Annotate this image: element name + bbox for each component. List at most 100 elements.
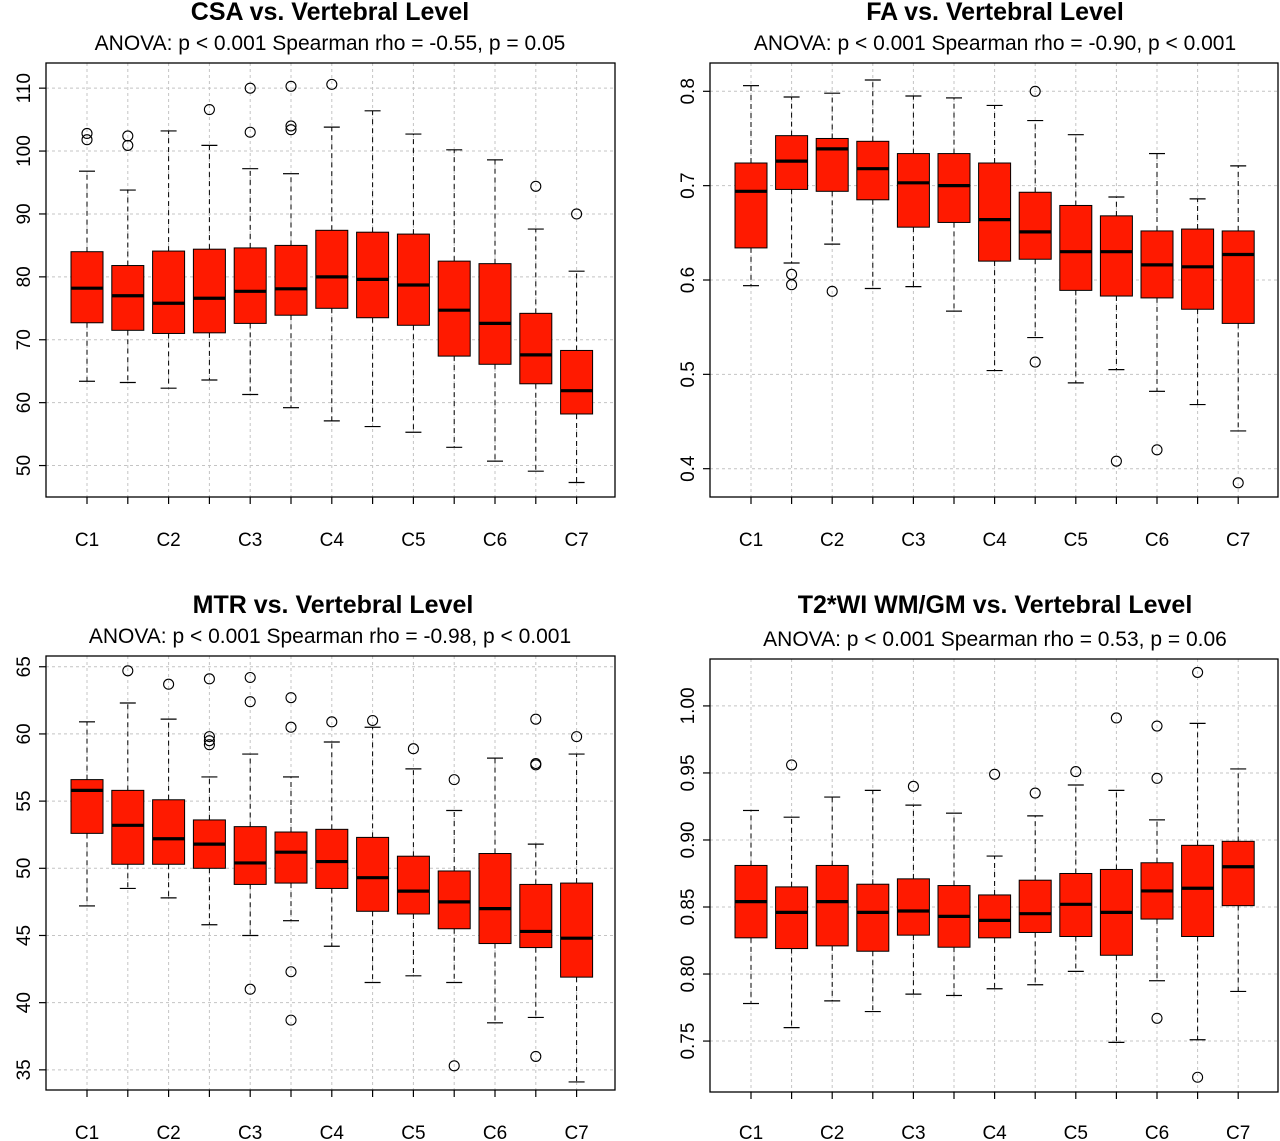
box-plot-12 — [1181, 666, 1215, 1083]
y-tick-label: 110 — [14, 73, 35, 103]
box-iqr — [1099, 215, 1133, 297]
box-plot-2 — [111, 665, 145, 890]
y-tick-label: 80 — [14, 266, 35, 287]
outlier-point — [1151, 1012, 1163, 1024]
box-iqr — [356, 836, 390, 912]
box-iqr — [396, 855, 430, 915]
y-tick-label: 55 — [14, 791, 35, 812]
chart-panel-mtr: MTR vs. Vertebral Level ANOVA: p < 0.001… — [14, 591, 616, 1141]
outlier-point — [1110, 455, 1122, 467]
outlier-point — [989, 768, 1001, 780]
box-iqr — [233, 247, 267, 324]
box-iqr — [356, 231, 390, 319]
box-plot-12 — [519, 180, 553, 472]
box-iqr — [560, 349, 594, 415]
box-iqr — [937, 153, 971, 223]
outlier-point — [1192, 666, 1204, 678]
x-tick-label: C1 — [739, 530, 763, 551]
outlier-point — [530, 713, 542, 725]
x-tick-label: C4 — [982, 1123, 1007, 1141]
box-plot-5 — [233, 671, 267, 995]
chart-subtitle: ANOVA: p < 0.001 Spearman rho = -0.90, p… — [754, 32, 1236, 55]
box-plot-2 — [111, 130, 145, 384]
box-iqr — [775, 886, 809, 950]
y-tick-label: 100 — [14, 135, 35, 167]
outlier-point — [407, 743, 419, 755]
box-plot-5 — [233, 82, 267, 396]
box-plot-2 — [775, 759, 809, 1029]
box-plot-10 — [1099, 712, 1133, 1043]
y-tick-label: 0.4 — [678, 455, 699, 482]
x-tick-label: C6 — [1145, 1123, 1169, 1141]
x-tick-label: C6 — [1145, 530, 1169, 551]
outlier-point — [81, 134, 93, 146]
y-tick-label: 0.6 — [678, 267, 699, 293]
box-plot-13 — [1221, 165, 1255, 489]
box-iqr — [396, 233, 430, 326]
box-iqr — [815, 137, 849, 192]
box-plot-6 — [937, 97, 971, 312]
box-iqr — [233, 826, 267, 885]
y-tick-label: 0.85 — [678, 889, 699, 926]
y-tick-label: 45 — [14, 925, 35, 946]
chart-panel-csa: CSA vs. Vertebral Level ANOVA: p < 0.001… — [14, 0, 616, 551]
box-plot-9 — [1059, 766, 1093, 972]
box-iqr — [519, 312, 553, 385]
box-plot-8 — [1018, 787, 1052, 986]
outlier-point — [1110, 712, 1122, 724]
outlier-point — [203, 731, 215, 743]
y-tick-label: 0.90 — [678, 821, 699, 858]
outlier-point — [163, 678, 175, 690]
box-plot-2 — [775, 96, 809, 291]
x-tick-label: C2 — [820, 530, 844, 551]
x-tick-label: C5 — [1064, 1123, 1088, 1141]
outlier-point — [571, 208, 583, 220]
outlier-point — [285, 692, 297, 704]
y-tick-label: 0.8 — [678, 78, 699, 104]
outlier-point — [1029, 787, 1041, 799]
x-tick-label: C2 — [156, 530, 180, 551]
chart-subtitle: ANOVA: p < 0.001 Spearman rho = 0.53, p … — [763, 628, 1227, 651]
outlier-point — [285, 721, 297, 733]
outlier-point — [1151, 772, 1163, 784]
x-tick-label: C3 — [238, 1123, 262, 1141]
x-tick-label: C3 — [901, 530, 925, 551]
box-plot-1 — [734, 809, 768, 1005]
box-plot-6 — [274, 692, 308, 1026]
y-tick-label: 50 — [14, 858, 35, 879]
outlier-point — [1029, 85, 1041, 97]
box-plot-11 — [478, 757, 512, 1024]
outlier-point — [285, 966, 297, 978]
box-iqr — [315, 828, 349, 889]
y-tick-label: 0.5 — [678, 361, 699, 387]
box-plot-7 — [315, 78, 349, 422]
box-iqr — [1059, 204, 1093, 291]
box-plot-3 — [815, 92, 849, 297]
box-plot-8 — [1018, 85, 1052, 368]
y-tick-label: 65 — [14, 656, 35, 677]
box-plot-8 — [356, 714, 390, 984]
y-tick-label: 35 — [14, 1059, 35, 1080]
x-tick-label: C7 — [564, 530, 588, 551]
box-iqr — [896, 153, 930, 228]
outlier-point — [326, 78, 338, 90]
outlier-point — [122, 130, 134, 142]
y-tick-label: 70 — [14, 329, 35, 350]
box-iqr — [856, 883, 890, 952]
outlier-point — [203, 739, 215, 751]
box-plot-4 — [192, 673, 226, 926]
outlier-point — [244, 696, 256, 708]
x-tick-label: C5 — [401, 1123, 425, 1141]
plot-area — [45, 655, 616, 1091]
x-tick-label: C6 — [483, 530, 507, 551]
box-iqr — [978, 894, 1012, 939]
box-plot-13 — [560, 208, 594, 484]
outlier-point — [826, 285, 838, 297]
chart-title: FA vs. Vertebral Level — [866, 0, 1124, 26]
box-iqr — [274, 244, 308, 316]
y-tick-label: 0.75 — [678, 1023, 699, 1060]
box-plot-7 — [978, 104, 1012, 372]
box-plot-3 — [815, 796, 849, 1002]
plot-area — [45, 62, 616, 498]
x-tick-label: C3 — [238, 530, 262, 551]
